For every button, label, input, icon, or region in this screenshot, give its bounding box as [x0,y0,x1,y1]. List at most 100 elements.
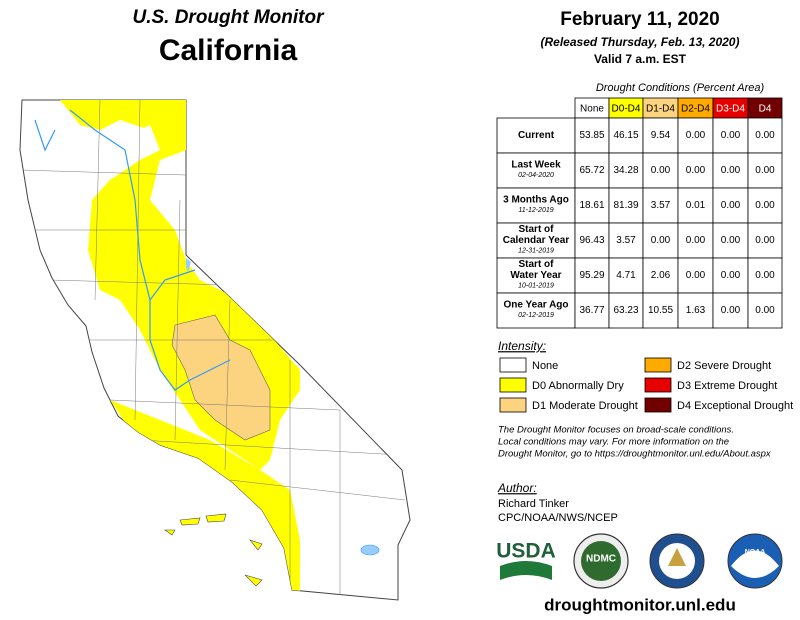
california-map [19,99,411,601]
logo-text: NDMC [586,554,616,565]
value-cell [642,117,679,154]
release-date: (Released Thursday, Feb. 13, 2020) [541,35,740,49]
cell-value: 0.00 [686,235,706,246]
legend-swatch [499,357,527,373]
column-header: D3-D4 [716,104,745,115]
value-cell [677,292,714,329]
cell-value: 34.28 [613,165,638,176]
row-label: 3 Months Ago [503,195,569,206]
cell-value: 18.61 [579,200,604,211]
cell-value: 0.00 [755,165,775,176]
county-lines [20,100,406,600]
d1-area [171,314,271,441]
region-title: California [159,34,298,67]
value-cell [712,257,749,294]
row-date: 12-31-2019 [518,247,554,254]
row-label-cell [496,257,576,294]
value-cell [747,117,783,154]
cell-value: 1.63 [686,305,706,316]
row-label: Current [518,130,555,141]
rivers [34,109,231,391]
row-label-cell [496,222,576,259]
legend-label: D0 Abnormally Dry [532,380,624,392]
row-label: Last Week [511,160,561,171]
logo-commerce [649,533,705,589]
cell-value: 0.00 [721,270,741,281]
cell-value: 46.15 [613,130,638,141]
cell-value: 0.01 [686,200,706,211]
legend-swatch [644,397,672,413]
legend-label: D1 Moderate Drought [532,400,638,412]
legend-swatch [644,357,672,373]
column-header: D4 [759,104,772,115]
product-title: U.S. Drought Monitor [132,7,325,28]
column-header: D0-D4 [612,104,641,115]
lake-tahoe [186,258,191,272]
value-cell [747,187,783,224]
cell-value: 0.00 [755,305,775,316]
cell-value: 0.00 [721,305,741,316]
row-label: One Year Ago [503,300,568,311]
cell-value: 0.00 [755,130,775,141]
value-cell [747,292,783,329]
value-cell [677,117,714,154]
cell-value: 0.00 [721,200,741,211]
cell-value: 4.71 [616,270,636,281]
cell-value: 0.00 [686,270,706,281]
cell-value: 10.55 [648,305,673,316]
cell-value: 0.00 [755,200,775,211]
cell-value: 0.00 [721,165,741,176]
value-cell [677,152,714,189]
cell-value: 65.72 [579,165,604,176]
row-label-cell [496,292,576,329]
row-date: 11-12-2019 [518,207,553,214]
cell-value: 0.00 [721,130,741,141]
footer-url: droughtmonitor.unl.edu [544,595,736,614]
map-date: February 11, 2020 [560,9,720,30]
legend-label: D3 Extreme Drought [677,380,777,392]
note-line: The Drought Monitor focuses on broad-sca… [498,425,734,436]
value-cell [608,117,644,154]
cell-value: 0.00 [755,270,775,281]
row-label: Start of [519,259,555,270]
value-cell [608,292,644,329]
row-label: Start of [519,224,555,235]
legend-swatch [499,377,527,393]
author-org: CPC/NOAA/NWS/NCEP [498,512,618,524]
legend-title: Intensity: [498,339,546,353]
value-cell [642,187,679,224]
row-label-cell [496,152,576,189]
cell-value: 53.85 [579,130,604,141]
table-caption: Drought Conditions (Percent Area) [596,82,765,94]
cell-value: 3.57 [651,200,671,211]
column-header: None [580,104,604,115]
row-date: 10-01-2019 [518,282,554,289]
row-date: 02-04-2020 [518,172,554,179]
legend-label: D4 Exceptional Drought [677,400,793,412]
column-header: D1-D4 [646,104,675,115]
value-cell [712,292,749,329]
value-cell [747,222,783,259]
note-line: Drought Monitor, go to https://droughtmo… [498,449,772,460]
legend-label: D2 Severe Drought [677,360,771,372]
cell-value: 36.77 [579,305,604,316]
value-cell [747,152,783,189]
cell-value: 63.23 [613,305,638,316]
cell-value: 0.00 [721,235,741,246]
column-header: D2-D4 [681,104,710,115]
value-cell [747,257,783,294]
cell-value: 81.39 [613,200,638,211]
legend-swatch [644,377,672,393]
value-cell [677,187,714,224]
cell-value: 0.00 [686,130,706,141]
logo-text: NOAA [745,549,766,556]
valid-time: Valid 7 a.m. EST [594,52,687,66]
row-date: 02-12-2019 [518,312,554,319]
author-title: Author: [497,481,537,495]
value-cell [642,257,679,294]
value-cell [608,257,644,294]
logo-swoosh [500,561,552,580]
value-cell [677,257,714,294]
none-area [120,125,160,160]
